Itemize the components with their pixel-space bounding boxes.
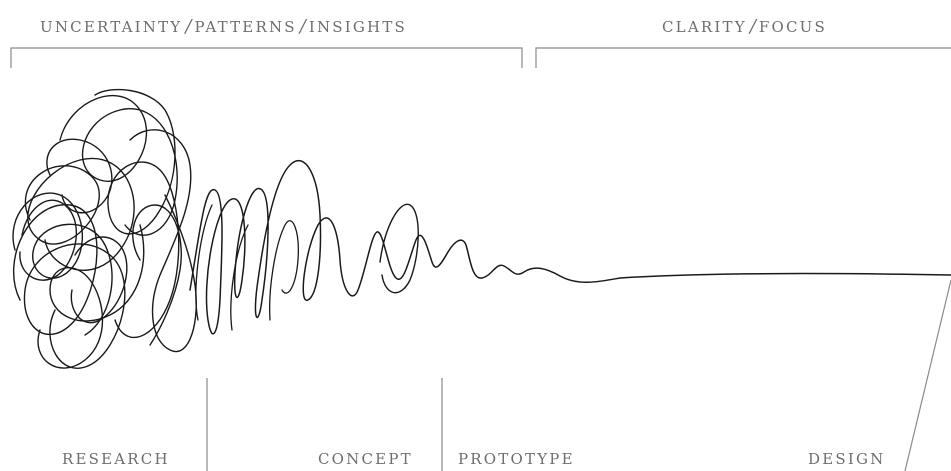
concept-label: CONCEPT xyxy=(318,450,413,468)
uncertainty-text: UNCERTAINTY xyxy=(40,18,183,36)
clarity-bracket xyxy=(535,47,951,68)
clarity-text: CLARITY xyxy=(662,18,747,36)
process-line xyxy=(189,159,951,335)
insights-text: INSIGHTS xyxy=(308,18,408,36)
prototype-label: PROTOTYPE xyxy=(458,450,575,468)
clarity-focus-heading: CLARITY / FOCUS xyxy=(662,16,827,37)
design-label: DESIGN xyxy=(808,450,886,468)
focus-text: FOCUS xyxy=(758,18,827,36)
separator-slash: / xyxy=(185,16,192,37)
concept-loop xyxy=(379,203,419,294)
uncertainty-patterns-insights-heading: UNCERTAINTY / PATTERNS / INSIGHTS xyxy=(40,16,407,37)
research-label: RESEARCH xyxy=(62,450,170,468)
design-pointer xyxy=(904,279,951,471)
uncertainty-bracket xyxy=(10,47,523,68)
research-loops xyxy=(195,204,299,331)
separator-slash: / xyxy=(749,16,756,37)
tangled-squiggle xyxy=(12,88,197,369)
separator-slash: / xyxy=(299,16,306,37)
patterns-text: PATTERNS xyxy=(194,18,297,36)
